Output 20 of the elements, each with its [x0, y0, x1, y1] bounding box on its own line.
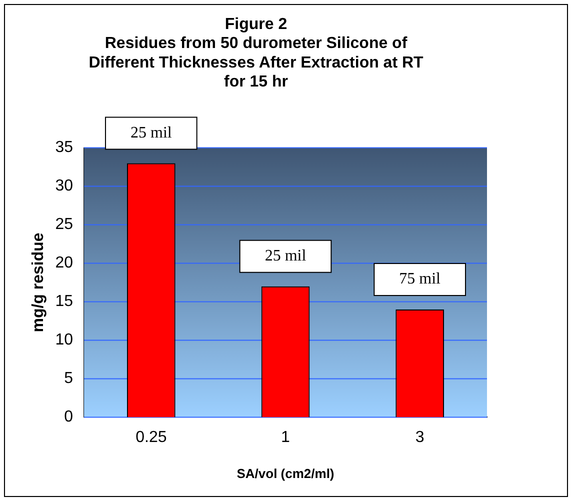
- y-tick-label: 20: [55, 254, 74, 272]
- x-axis-title: SA/vol (cm2/ml): [236, 466, 334, 481]
- text: Figure 2: [224, 16, 288, 34]
- y-axis-title: mg/g residue: [30, 232, 48, 332]
- y-tick-label: 25: [55, 216, 74, 234]
- text: 25 mil: [130, 124, 172, 142]
- x-tick-label: 0.25: [136, 429, 167, 446]
- y-tick-label: 15: [55, 293, 74, 310]
- text: Residues from 50 durometer Silicone of: [104, 35, 408, 52]
- y-tick-label: 0: [64, 408, 74, 426]
- annotation: 25 mil: [264, 248, 307, 265]
- y-tick-label: 35: [55, 139, 74, 156]
- text: Different Thicknesses After Extraction at RT: [88, 54, 424, 72]
- y-tick-label: 10: [55, 332, 74, 349]
- x-tick-label: 1: [281, 429, 290, 446]
- text: for 15 hr: [224, 74, 288, 91]
- y-tick-label: 5: [64, 370, 74, 388]
- y-tick-label: 30: [55, 178, 74, 195]
- annotation: 75 mil: [399, 270, 442, 288]
- x-tick-label: 3: [415, 429, 424, 446]
